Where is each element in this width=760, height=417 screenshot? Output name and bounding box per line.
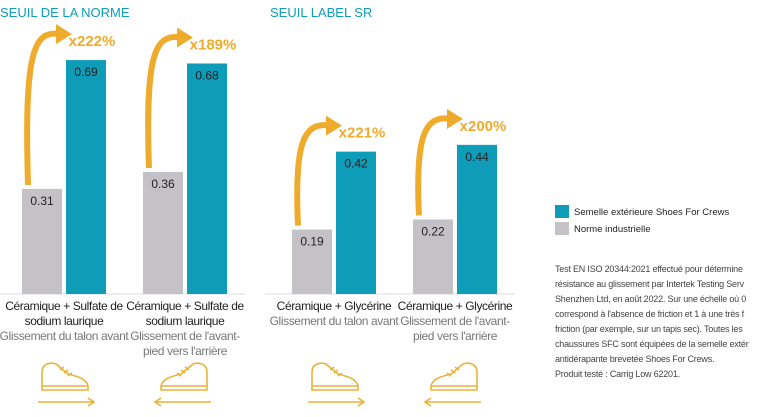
growth-arrow (27, 34, 60, 185)
footnote-line: résistance au glissement par Intertek Te… (555, 277, 760, 292)
legend-swatch (555, 205, 569, 218)
footnote-line: Test EN ISO 20344:2021 effectué pour dét… (555, 262, 760, 277)
shoe-sole (431, 367, 477, 386)
growth-annotation: x221% (339, 125, 386, 142)
category-name: Céramique + Sulfate de sodium laurique (0, 299, 129, 329)
growth-arrow (297, 125, 330, 225)
category-name: Céramique + Glycérine (390, 299, 520, 314)
growth-arrow (148, 37, 181, 168)
bar (336, 152, 376, 294)
shoe-sole (42, 367, 88, 386)
shoe-sole (312, 367, 358, 386)
legend-swatch (555, 222, 569, 235)
footnote-line: Shenzhen Ltd, en août 2022. Sur une éche… (555, 292, 760, 307)
value-label: 0.44 (465, 150, 489, 164)
value-label: 0.42 (344, 157, 368, 171)
shoe-icon (38, 363, 94, 406)
shoe-icon (308, 363, 364, 406)
motion-arrow (425, 398, 481, 406)
bar (66, 60, 106, 294)
growth-annotation: x222% (69, 33, 116, 50)
footnote-line: correspond à l'absence de friction et 1 … (555, 307, 760, 322)
infographic: SEUIL DE LA NORME 0.31 0.69 x222% 0.36 0.68 x1… (0, 0, 760, 417)
footnote-line: antidérapante brevetée Shoes For Crews. (555, 352, 760, 367)
category-note: Glissement du talon avant (0, 329, 129, 344)
shoe-icon (425, 363, 481, 406)
chart-title: SEUIL LABEL SR (270, 5, 372, 20)
category-name: Céramique + Sulfate de sodium laurique (120, 299, 250, 329)
growth-arrow (418, 118, 451, 215)
footnote-line: chaussures SFC sont équipées de la semel… (555, 337, 760, 352)
legend-label: Semelle extérieure Shoes For Crews (574, 207, 729, 218)
motion-arrow (308, 398, 364, 406)
legend-label: Norme industrielle (574, 224, 651, 235)
footnote-line: friction (par exemple, sur un tapis sec)… (555, 322, 760, 337)
footnote: Test EN ISO 20344:2021 effectué pour dét… (555, 262, 760, 382)
value-label: 0.31 (30, 194, 54, 208)
shoe-sole (161, 367, 207, 386)
shoe-icon (155, 363, 211, 406)
growth-annotation: x200% (460, 118, 507, 135)
value-label: 0.22 (421, 224, 445, 238)
value-label: 0.69 (74, 65, 98, 79)
category-note: Glissement de l'avant-pied vers l'arrièr… (120, 329, 250, 359)
bar (457, 145, 497, 294)
value-label: 0.68 (195, 68, 219, 82)
growth-annotation: x189% (190, 36, 237, 53)
category-name: Céramique + Glycérine (269, 299, 399, 314)
category-note: Glissement du talon avant (269, 314, 399, 329)
category-note: Glissement de l'avant-pied vers l'arrièr… (390, 314, 520, 344)
value-label: 0.19 (300, 235, 324, 249)
bar (187, 63, 227, 294)
value-label: 0.36 (151, 177, 175, 191)
motion-arrow (155, 398, 211, 406)
motion-arrow (38, 398, 94, 406)
footnote-line: Produit testé : Carrig Low 62201. (555, 367, 760, 382)
chart-title: SEUIL DE LA NORME (0, 5, 130, 20)
